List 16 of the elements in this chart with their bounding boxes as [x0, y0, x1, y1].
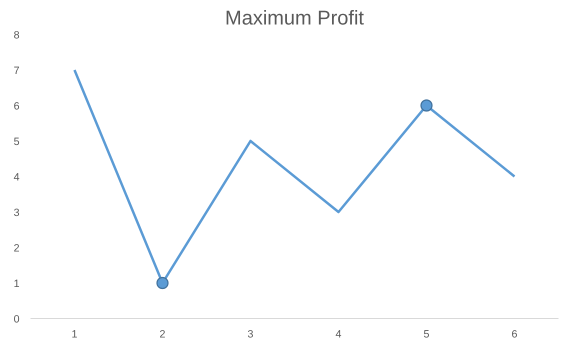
y-tick-label: 1 — [14, 278, 20, 290]
x-tick-label: 1 — [72, 328, 78, 340]
x-tick-label: 6 — [512, 328, 518, 340]
y-tick-label: 5 — [14, 136, 20, 148]
y-tick-label: 3 — [14, 207, 20, 219]
y-tick-label: 8 — [14, 30, 20, 42]
y-tick-label: 4 — [14, 172, 20, 184]
x-tick-label: 5 — [424, 328, 430, 340]
chart-title: Maximum Profit — [225, 8, 364, 30]
y-tick-label: 2 — [14, 242, 20, 254]
x-tick-label: 2 — [160, 328, 166, 340]
x-tick-label: 3 — [248, 328, 254, 340]
y-tick-label: 6 — [14, 100, 20, 112]
y-tick-label: 0 — [14, 314, 20, 326]
x-tick-label: 4 — [336, 328, 342, 340]
y-tick-label: 7 — [14, 65, 20, 77]
